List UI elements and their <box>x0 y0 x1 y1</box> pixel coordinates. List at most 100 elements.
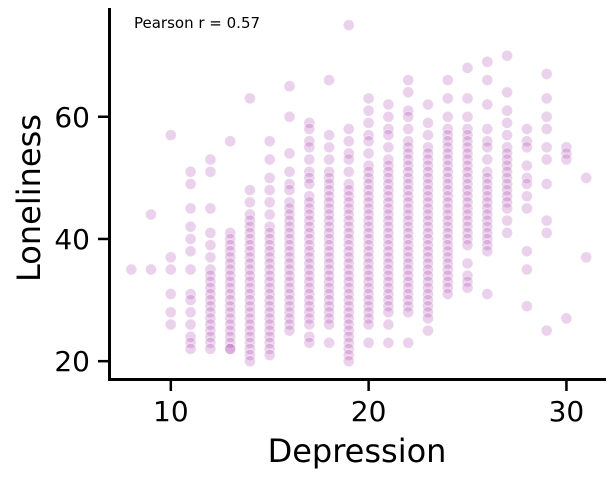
data-point <box>303 233 316 245</box>
data-point <box>521 300 533 313</box>
data-point <box>224 294 236 306</box>
data-point <box>303 172 316 184</box>
data-point <box>441 281 454 294</box>
data-point <box>362 288 375 300</box>
data-point <box>244 281 256 294</box>
data-point <box>461 111 474 123</box>
data-point <box>323 281 335 294</box>
data-point <box>184 220 197 233</box>
data-point <box>540 123 553 135</box>
data-point <box>362 263 375 276</box>
data-point <box>362 257 375 270</box>
data-point <box>342 269 355 282</box>
data-point <box>422 324 434 337</box>
data-point <box>283 178 296 190</box>
data-point <box>283 80 296 92</box>
data-point <box>382 275 395 288</box>
data-point <box>441 74 454 86</box>
data-point <box>362 190 375 202</box>
data-point <box>263 343 276 355</box>
data-point <box>184 233 197 245</box>
data-point <box>263 294 276 306</box>
data-point <box>283 202 296 215</box>
data-point <box>481 288 494 300</box>
data-point <box>184 166 197 178</box>
data-point <box>342 245 355 257</box>
data-point <box>422 233 434 245</box>
data-point <box>402 233 415 245</box>
data-point <box>461 208 474 221</box>
data-point <box>540 141 553 154</box>
data-point <box>263 275 276 288</box>
data-point <box>382 141 395 154</box>
data-point <box>303 288 316 300</box>
data-point <box>323 300 335 313</box>
data-point <box>303 220 316 233</box>
data-point <box>323 220 335 233</box>
data-point <box>342 220 355 233</box>
data-point <box>481 172 494 184</box>
data-point <box>481 166 494 178</box>
data-point <box>382 166 395 178</box>
data-point <box>283 318 296 331</box>
data-point <box>303 330 316 343</box>
data-point <box>402 288 415 300</box>
data-point <box>402 214 415 227</box>
data-point <box>362 281 375 294</box>
data-point <box>244 208 256 221</box>
data-point <box>501 172 513 184</box>
data-point <box>382 129 395 141</box>
data-point <box>501 104 513 117</box>
data-point <box>382 172 395 184</box>
data-point <box>184 288 197 300</box>
data-point <box>184 330 197 343</box>
data-point <box>441 159 454 172</box>
data-point <box>224 135 236 147</box>
data-point <box>481 98 494 111</box>
data-point <box>283 239 296 251</box>
data-point <box>184 318 197 331</box>
data-point <box>263 300 276 313</box>
data-point <box>402 275 415 288</box>
y-tick-label: 20 <box>54 345 90 378</box>
data-point <box>204 251 217 264</box>
data-point <box>263 336 276 349</box>
data-point <box>402 306 415 319</box>
data-point <box>145 263 157 276</box>
data-point <box>461 159 474 172</box>
data-point <box>244 306 256 319</box>
data-point <box>323 263 335 276</box>
data-point <box>422 257 434 270</box>
data-point <box>362 166 375 178</box>
data-point <box>422 306 434 319</box>
x-tick-label: 30 <box>549 395 585 428</box>
x-axis-label: Depression <box>268 432 447 470</box>
data-point <box>184 294 197 306</box>
data-point <box>342 227 355 239</box>
data-point <box>342 330 355 343</box>
data-point <box>323 306 335 319</box>
data-point <box>342 202 355 215</box>
data-point <box>441 141 454 154</box>
data-point <box>580 172 593 184</box>
data-point <box>501 153 513 166</box>
data-point <box>342 196 355 209</box>
data-point <box>461 141 474 154</box>
data-point <box>362 220 375 233</box>
data-point <box>382 263 395 276</box>
data-point <box>521 263 533 276</box>
data-point <box>323 178 335 190</box>
data-point <box>303 318 316 331</box>
data-point <box>402 74 415 86</box>
data-point <box>303 196 316 209</box>
data-point <box>283 208 296 221</box>
data-point <box>382 336 395 349</box>
data-point <box>323 318 335 331</box>
data-point <box>481 135 494 147</box>
data-point <box>402 153 415 166</box>
data-point <box>402 251 415 264</box>
data-point <box>323 269 335 282</box>
data-point <box>362 172 375 184</box>
data-point <box>342 288 355 300</box>
data-point <box>481 178 494 190</box>
